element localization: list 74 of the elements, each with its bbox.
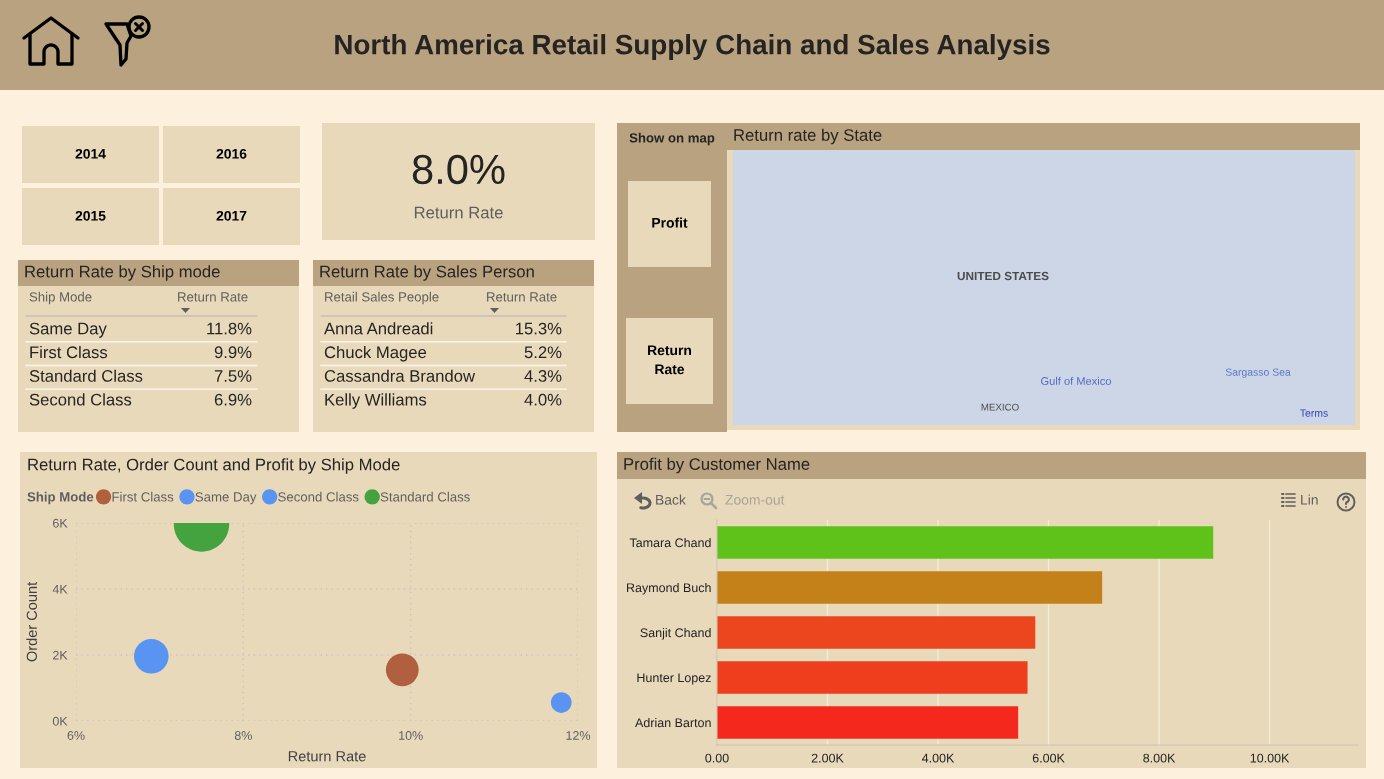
category-label: Kelly Williams: [325, 393, 427, 409]
text: Return Rate: [487, 292, 557, 302]
legend-label: Same Day: [195, 492, 257, 505]
x-tick-label: 10.00K: [1250, 753, 1290, 763]
text: Zoom-out: [725, 495, 785, 505]
y-tick-label: Sanjit Chand: [640, 627, 711, 640]
bar: [717, 616, 1036, 649]
text: 4.3%: [524, 370, 562, 382]
text: Return Rate by Sales Person: [320, 265, 534, 281]
category-label: Return Rate: [414, 206, 503, 219]
x-tick-label: 10%: [399, 731, 423, 740]
category-label: Second Class: [29, 393, 132, 406]
chart-title: Profit by Customer Name: [624, 457, 810, 474]
x-axis-title: Return Rate: [288, 751, 366, 762]
x-tick-label: 6.00K: [1032, 753, 1065, 763]
text: Show on map: [629, 132, 715, 146]
x-tick-label: 8.00K: [1143, 753, 1176, 763]
legend-title: Ship Mode: [27, 491, 94, 505]
x-tick-label: 6%: [67, 731, 85, 740]
category-label: First Class: [30, 345, 108, 359]
category-label: Anna Andreadi: [324, 322, 433, 335]
chart-title: Return Rate, Order Count and Profit by Ship Mode: [28, 458, 400, 474]
bar: [717, 526, 1214, 559]
text: Retail Sales People: [325, 291, 439, 305]
y-tick-label: 6K: [53, 518, 68, 528]
text: Gulf of Mexico: [1041, 376, 1112, 385]
y-tick-label: Tamara Chand: [629, 537, 711, 548]
text: North America Retail Supply Chain and Sales Analysis: [335, 34, 1050, 60]
text: 8.0%: [412, 154, 505, 185]
text: Return Rate by Ship mode: [25, 265, 220, 281]
text: 5.2%: [524, 346, 562, 359]
category-label: Chuck Magee: [324, 345, 427, 362]
x-tick-label: 8%: [234, 731, 252, 740]
legend-label: Standard Class: [380, 491, 470, 502]
y-tick-label: Raymond Buch: [627, 582, 711, 595]
legend-label: First Class: [112, 491, 174, 502]
text: UNITED STATES: [957, 271, 1049, 281]
x-tick-label: 4.00K: [921, 753, 955, 763]
text: MEXICO: [981, 403, 1019, 411]
category-label: 2016: [216, 148, 247, 159]
category-label: 2014: [75, 148, 106, 159]
text: Lin: [1301, 494, 1318, 505]
x-tick-label: 2.00K: [811, 753, 844, 763]
x-tick-label: 12%: [566, 731, 591, 740]
bar: [717, 706, 1019, 739]
y-tick-label: 2K: [53, 650, 68, 660]
bar: [717, 571, 1103, 604]
text: Back: [656, 494, 686, 505]
y-tick-label: 4K: [52, 584, 68, 594]
text: Return rate by State: [734, 128, 882, 145]
bar: [717, 661, 1028, 694]
legend-label: Second Class: [278, 491, 359, 502]
text: 11.8%: [207, 322, 252, 335]
text: Sargasso Sea: [1225, 368, 1291, 378]
text: 4.0%: [524, 393, 562, 406]
text: 15.3%: [516, 322, 562, 335]
category-label: 2015: [75, 210, 106, 221]
text: 6.9%: [214, 393, 252, 406]
text: 7.5%: [214, 370, 252, 382]
category-label: 2017: [216, 210, 247, 221]
x-tick-label: 0.00: [705, 753, 729, 763]
y-axis-title: Order Count: [26, 581, 37, 662]
category-label: Standard Class: [29, 369, 143, 382]
text: Return Rate: [178, 292, 248, 302]
text: Terms: [1300, 409, 1328, 417]
text: 9.9%: [214, 346, 252, 359]
y-tick-label: 0K: [52, 716, 68, 726]
category-label: Same Day: [29, 322, 107, 338]
category-label: Profit: [652, 217, 688, 228]
y-tick-label: Hunter Lopez: [637, 673, 711, 685]
text: Ship Mode: [29, 291, 92, 305]
y-tick-label: Adrian Barton: [635, 717, 711, 728]
category-label: Return Rate: [648, 345, 692, 375]
category-label: Cassandra Brandow: [324, 369, 476, 382]
